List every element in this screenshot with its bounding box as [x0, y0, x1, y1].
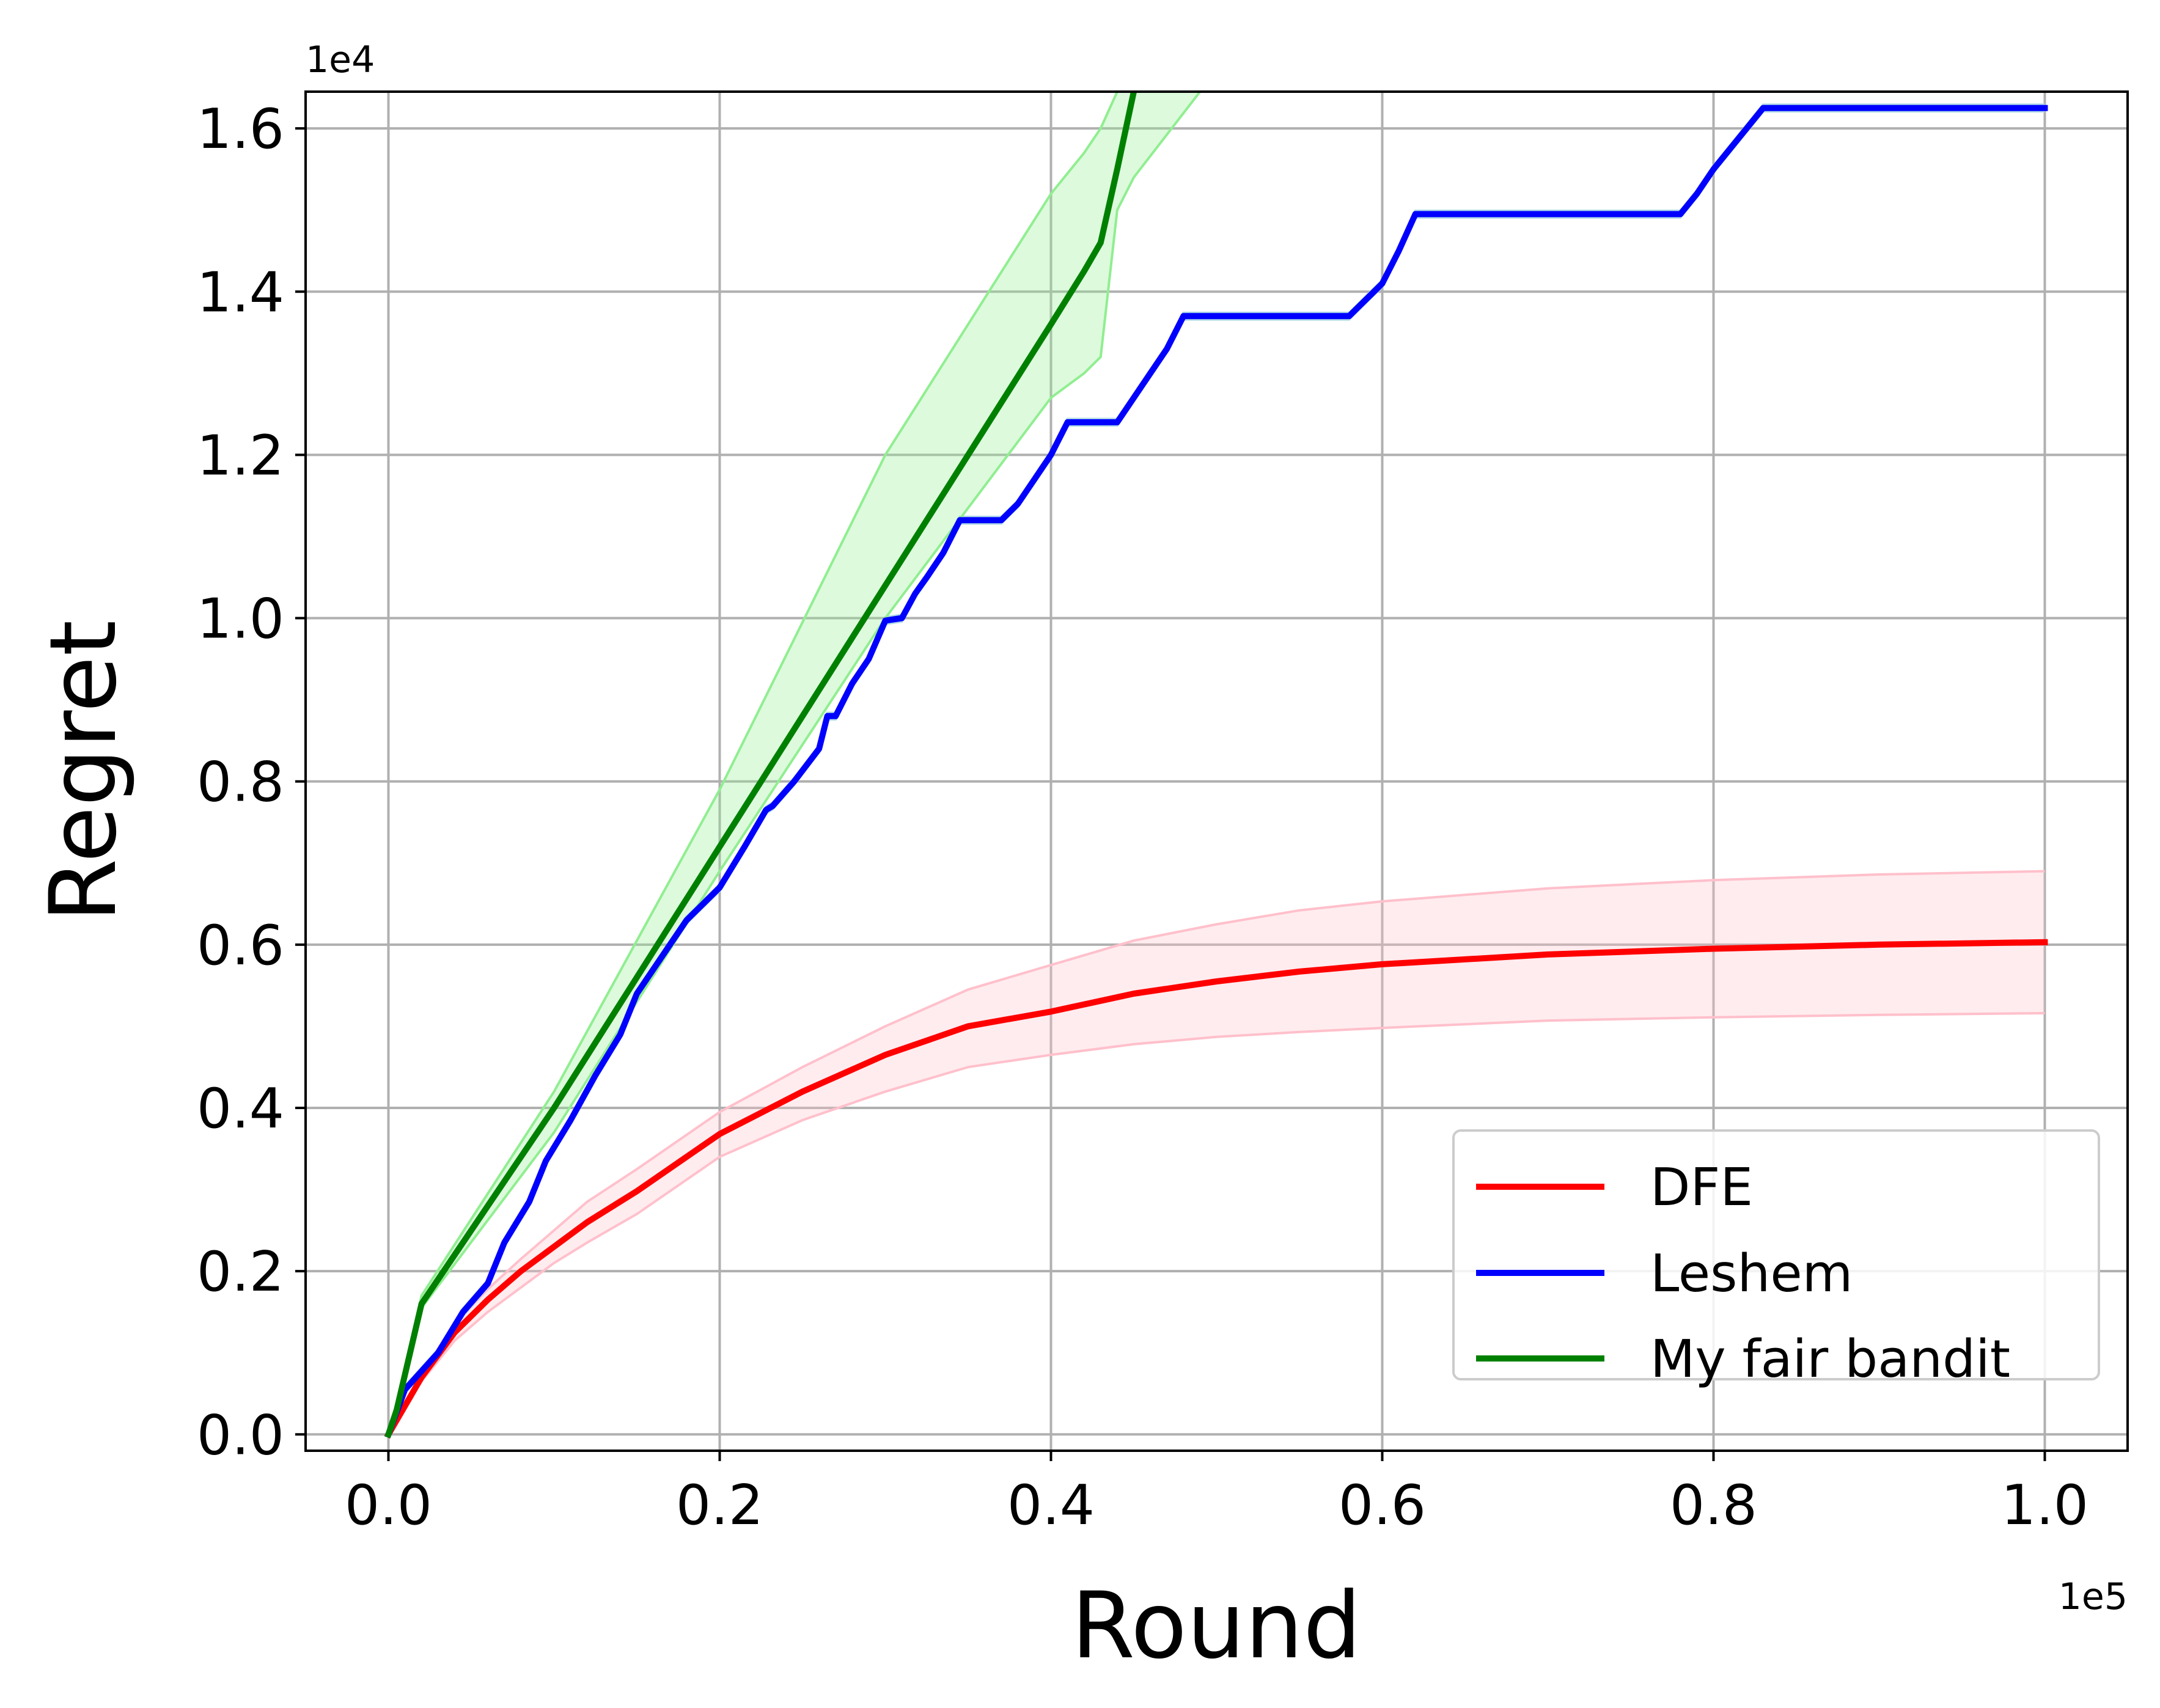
dfe-band	[388, 871, 2045, 1435]
x-tick-label: 1.0	[2001, 1473, 2088, 1538]
legend-label-my-fair-bandit: My fair bandit	[1650, 1329, 2010, 1390]
x-tick-label: 0.0	[345, 1473, 432, 1538]
my-fair-bandit-line	[384, 92, 1137, 1439]
series-lines	[384, 92, 2048, 1439]
y-tick-label: 0.6	[197, 914, 284, 978]
legend-label-leshem: Leshem	[1650, 1244, 1853, 1304]
my-fair-bandit-band	[388, 92, 1200, 1435]
y-tick-label: 0.2	[197, 1240, 284, 1304]
x-tick-label: 0.6	[1339, 1473, 1426, 1538]
y-tick-label: 1.0	[197, 587, 284, 651]
x-tick-label: 0.4	[1007, 1473, 1095, 1538]
y-tick-label: 0.8	[197, 750, 284, 815]
leshem-line	[384, 104, 2048, 1439]
x-tick-label: 0.8	[1670, 1473, 1757, 1538]
x-axis-multiplier: 1e5	[2059, 1575, 2128, 1618]
x-axis-label: Round	[1071, 1573, 1362, 1679]
x-tick-label: 0.2	[676, 1473, 763, 1538]
y-tick-label: 0.4	[197, 1077, 284, 1141]
dfe-line	[384, 939, 2048, 1439]
y-axis-label: Regret	[31, 620, 137, 922]
plot-area-frame	[304, 90, 2129, 1452]
dfe-band-upper-edge	[387, 870, 2045, 1435]
y-tick-label: 1.4	[197, 260, 284, 324]
y-axis-ticks: 0.0 0.2 0.4 0.6 0.8 1.0 1.2 1.4 1.6	[197, 97, 306, 1467]
x-axis-ticks: 0.0 0.2 0.4 0.6 0.8 1.0	[345, 1451, 2088, 1538]
y-tick-label: 0.0	[197, 1403, 284, 1467]
y-tick-label: 1.2	[197, 423, 284, 488]
y-axis-multiplier: 1e4	[306, 38, 375, 81]
y-tick-label: 1.6	[197, 97, 284, 161]
legend: DFE Leshem My fair bandit	[1452, 1129, 2100, 1390]
legend-label-dfe: DFE	[1650, 1157, 1753, 1218]
dfe-band-lower-edge	[387, 1012, 2045, 1435]
legend-box	[1452, 1129, 2100, 1380]
